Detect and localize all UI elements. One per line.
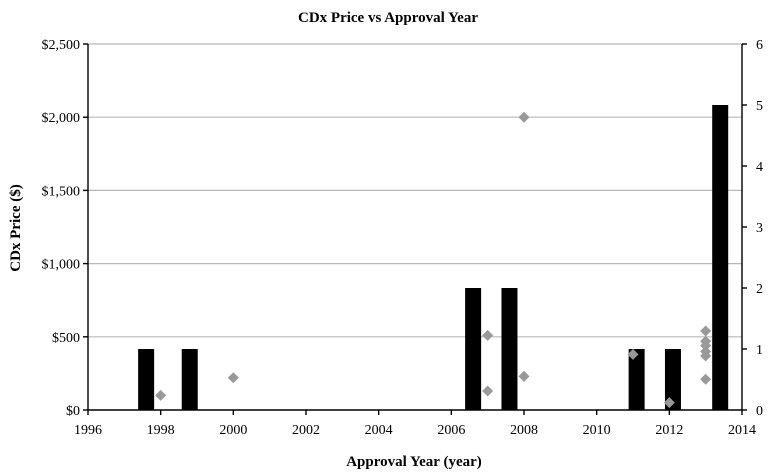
y-tick-label: $2,000 xyxy=(42,111,81,126)
y2-tick-label: 5 xyxy=(756,99,763,114)
bar-series xyxy=(138,105,729,410)
scatter-point xyxy=(700,340,712,352)
y-axis-label: CDx Price ($) xyxy=(8,184,24,271)
y2-axis-ticks: 0 1 2 3 4 5 6 xyxy=(742,38,763,419)
x-tick-label: 1998 xyxy=(147,423,175,438)
bar xyxy=(501,288,518,410)
y2-tick-label: 4 xyxy=(756,160,763,175)
scatter-point xyxy=(518,370,530,382)
scatter-point xyxy=(227,372,239,384)
y-tick-label: $1,000 xyxy=(42,258,81,273)
y2-tick-label: 1 xyxy=(756,343,763,358)
y-tick-label: $1,500 xyxy=(42,184,81,199)
scatter-point xyxy=(155,389,167,401)
x-tick-label: 2002 xyxy=(292,423,320,438)
scatter-point xyxy=(482,329,494,341)
y2-tick-label: 6 xyxy=(756,38,763,53)
y2-tick-label: 2 xyxy=(756,282,763,297)
bar xyxy=(181,349,198,410)
x-tick-label: 2014 xyxy=(728,423,756,438)
scatter-point xyxy=(700,325,712,337)
y2-tick-label: 0 xyxy=(756,404,763,419)
x-tick-label: 2008 xyxy=(510,423,538,438)
bar xyxy=(712,105,729,410)
x-tick-label: 2004 xyxy=(365,423,393,438)
y-tick-label: $0 xyxy=(66,404,80,419)
scatter-point xyxy=(700,350,712,362)
bar xyxy=(138,349,155,410)
scatter-series xyxy=(155,111,712,409)
x-axis-label: Approval Year (year) xyxy=(346,454,482,470)
y-tick-label: $2,500 xyxy=(42,38,81,53)
x-tick-label: 2006 xyxy=(437,423,465,438)
scatter-point xyxy=(700,373,712,385)
grid-lines xyxy=(88,43,742,338)
x-tick-label: 2010 xyxy=(583,423,611,438)
x-axis-ticks: 1996 1998 2000 2002 2004 2006 2008 2010 2012 2014 xyxy=(74,410,756,438)
y2-tick-label: 3 xyxy=(756,221,763,236)
y-tick-label: $500 xyxy=(52,331,80,346)
chart-title: CDx Price vs Approval Year xyxy=(298,10,478,26)
x-tick-label: 1996 xyxy=(74,423,102,438)
scatter-point xyxy=(482,385,494,397)
bar xyxy=(628,349,645,410)
x-tick-label: 2000 xyxy=(219,423,247,438)
bar xyxy=(664,349,681,410)
y-axis-ticks: $0 $500 $1,000 $1,500 $2,000 $2,500 xyxy=(42,38,88,419)
scatter-point xyxy=(627,348,639,360)
x-tick-label: 2012 xyxy=(655,423,683,438)
scatter-point xyxy=(518,111,530,123)
bar xyxy=(465,288,482,410)
scatter-point xyxy=(663,397,675,409)
